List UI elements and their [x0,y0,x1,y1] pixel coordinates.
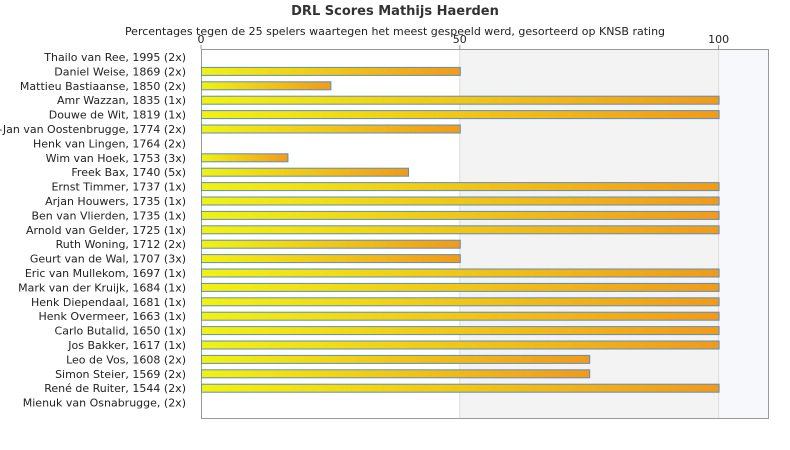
category-label: Arnold van Gelder, 1725 (1x) [26,224,186,237]
bar [201,124,461,134]
x-tick-label: 50 [453,33,467,46]
bar [201,383,720,393]
bar [201,167,410,177]
category-label: René de Ruiter, 1544 (2x) [44,382,186,395]
category-label: Mark van der Kruijk, 1684 (1x) [18,281,186,294]
category-label: Thailo van Ree, 1995 (2x) [43,51,186,64]
x-tick-label: 100 [708,33,729,46]
bar [201,254,461,264]
bar [201,110,720,120]
bar [201,369,591,379]
bar [201,239,461,249]
category-label: t-Jan van Oostenbrugge, 1774 (2x) [0,123,186,136]
category-label: Ruth Woning, 1712 (2x) [56,238,186,251]
category-label: Eric van Mullekom, 1697 (1x) [25,267,186,280]
category-label: Mienuk van Osnabrugge, (2x) [23,397,186,410]
bar [201,326,720,336]
bar [201,196,720,206]
bar [201,66,461,76]
bar [201,81,332,91]
category-label: Arjan Houwers, 1735 (1x) [45,195,186,208]
category-label: Ben van Vlierden, 1735 (1x) [31,209,186,222]
bar [201,95,720,105]
edge-band [718,49,769,419]
category-label: Henk van Lingen, 1764 (2x) [33,137,186,150]
category-label: Daniel Weise, 1869 (2x) [54,65,186,78]
bar [201,153,289,163]
category-label: Henk Diependaal, 1681 (1x) [31,296,186,309]
x-tick-label: 0 [198,33,205,46]
category-label: Freek Bax, 1740 (5x) [71,166,186,179]
category-label: Ernst Timmer, 1737 (1x) [51,181,186,194]
category-label: Leo de Vos, 1608 (2x) [66,353,186,366]
bar [201,297,720,307]
category-label: Geurt van de Wal, 1707 (3x) [30,253,186,266]
bar [201,225,720,235]
bar [201,268,720,278]
bar [201,354,591,364]
category-label: Jos Bakker, 1617 (1x) [67,339,186,352]
category-label: Carlo Butalid, 1650 (1x) [55,325,186,338]
bar [201,210,720,220]
category-label: Amr Wazzan, 1835 (1x) [57,94,186,107]
category-label: Henk Overmeer, 1663 (1x) [39,310,187,323]
bar [201,311,720,321]
bar [201,282,720,292]
category-label: Douwe de Wit, 1819 (1x) [49,109,186,122]
category-label: Simon Steier, 1569 (2x) [55,368,186,381]
chart-subtitle: Percentages tegen de 25 spelers waartege… [124,25,666,38]
chart-title: DRL Scores Mathijs Haerden [291,4,499,19]
category-label: Wim van Hoek, 1753 (3x) [46,152,186,165]
bar [201,340,720,350]
bar [201,182,720,192]
category-label: Mattieu Bastiaanse, 1850 (2x) [20,80,186,93]
